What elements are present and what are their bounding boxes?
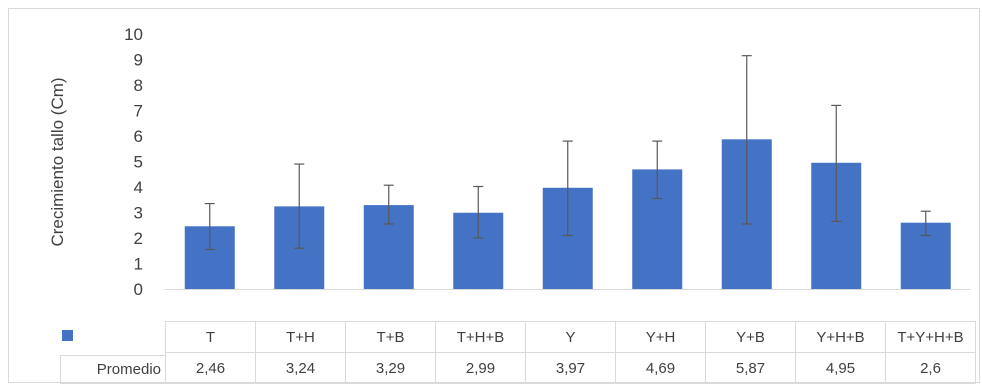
category-label: T+H [255,321,346,353]
data-table-value-row: 2,46 3,24 3,29 2,99 3,97 4,69 5,87 4,95 2,6 [165,352,976,384]
legend-key [62,330,74,342]
y-axis-label: Crecimiento tallo (Cm) [48,77,67,247]
y-tick-label: 1 [134,255,143,274]
y-tick-label: 3 [134,204,143,223]
category-label: Y+H+B [795,321,886,353]
data-label: 3,97 [525,352,616,384]
category-label: Y+B [705,321,796,353]
y-tick-label: 9 [134,51,143,70]
data-label: 2,99 [435,352,526,384]
y-tick-label: 2 [134,229,143,248]
data-label: 2,6 [885,352,976,384]
legend-swatch-promedio [62,330,73,341]
category-label: T+Y+H+B [885,321,976,353]
category-label: T+H+B [435,321,526,353]
data-table: T T+H T+B T+H+B Y Y+H Y+B Y+H+B T+Y+H+B 2,46 3,24… [165,321,976,384]
category-label: T+B [345,321,436,353]
data-label: 5,87 [705,352,796,384]
y-tick-label: 4 [134,178,143,197]
category-label: T [165,321,256,353]
category-label: Y [525,321,616,353]
data-label: 3,29 [345,352,436,384]
y-tick-label: 0 [134,280,143,299]
data-table-header-row: T T+H T+B T+H+B Y Y+H Y+B Y+H+B T+Y+H+B [165,321,976,353]
data-label: 4,95 [795,352,886,384]
y-tick-label: 6 [134,127,143,146]
data-table-row-label: Promedio [60,355,165,384]
data-label: 3,24 [255,352,346,384]
y-tick-label: 7 [134,102,143,121]
y-tick-label: 10 [124,25,143,44]
y-tick-label: 8 [134,76,143,95]
category-label: Y+H [615,321,706,353]
data-label: 2,46 [165,352,256,384]
data-label: 4,69 [615,352,706,384]
y-tick-label: 5 [134,153,143,172]
